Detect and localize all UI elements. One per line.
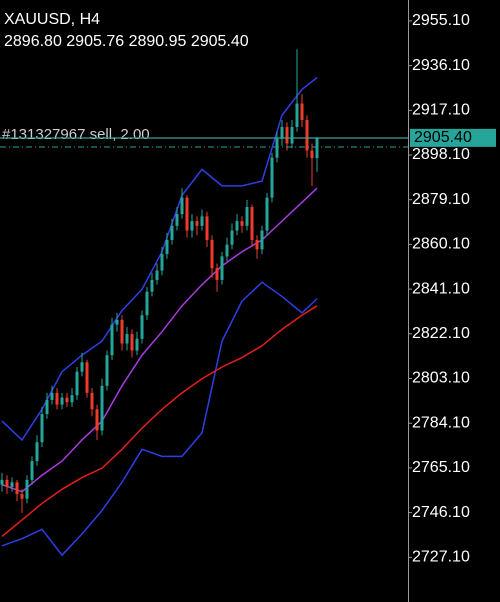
candle-body bbox=[225, 244, 229, 257]
candle-body bbox=[100, 385, 104, 431]
y-tick-label: 2917.10 bbox=[412, 102, 470, 119]
candle-body bbox=[240, 221, 244, 226]
candle-body bbox=[275, 138, 279, 158]
candle-body bbox=[180, 197, 184, 215]
y-tick-label: 2784.10 bbox=[412, 414, 470, 431]
candle-body bbox=[45, 399, 49, 415]
order-label: #131327967 sell, 2.00 bbox=[2, 126, 150, 143]
indicator-line bbox=[1, 187, 318, 493]
candle-body bbox=[300, 103, 304, 120]
indicator-line bbox=[1, 281, 318, 557]
candle-body bbox=[265, 197, 269, 231]
candle-body bbox=[230, 230, 234, 245]
candle-body bbox=[140, 315, 144, 339]
candle-body bbox=[280, 127, 284, 139]
candle-body bbox=[35, 442, 39, 462]
candle-body bbox=[30, 461, 34, 480]
candle-body bbox=[10, 482, 14, 487]
y-tick-label: 2898.10 bbox=[412, 146, 470, 163]
candle-body bbox=[185, 197, 189, 231]
candle-body bbox=[115, 319, 119, 325]
y-tick-label: 2822.10 bbox=[412, 325, 470, 342]
last-price-label: 2905.40 bbox=[414, 129, 472, 146]
candle-body bbox=[130, 334, 134, 351]
last-price-box bbox=[410, 128, 496, 147]
candle-body bbox=[250, 207, 254, 240]
candle-body bbox=[195, 221, 199, 226]
candle-body bbox=[295, 103, 299, 128]
symbol-title: XAUUSD, H4 bbox=[4, 11, 100, 28]
candle-body bbox=[170, 225, 174, 240]
candle-body bbox=[190, 221, 194, 231]
candle-body bbox=[20, 494, 24, 499]
candle-body bbox=[175, 214, 179, 226]
candle-body bbox=[270, 157, 274, 198]
candle-body bbox=[210, 239, 214, 269]
y-tick-label: 2765.10 bbox=[412, 459, 470, 476]
candle-body bbox=[60, 397, 64, 405]
ohlc-readout: 2896.80 2905.76 2890.95 2905.40 bbox=[4, 33, 249, 50]
candle-body bbox=[90, 392, 94, 410]
candle-body bbox=[25, 479, 29, 499]
candle-body bbox=[75, 371, 79, 396]
candle-body bbox=[50, 392, 54, 400]
candle-body bbox=[165, 239, 169, 255]
candle-body bbox=[220, 256, 224, 280]
candle-body bbox=[145, 291, 149, 316]
y-tick-label: 2746.10 bbox=[412, 504, 470, 521]
y-tick-label: 2936.10 bbox=[412, 57, 470, 74]
candle-body bbox=[290, 127, 294, 144]
candle-body bbox=[95, 409, 99, 431]
candle-body bbox=[70, 395, 74, 403]
y-tick-label: 2860.10 bbox=[412, 236, 470, 253]
candle-body bbox=[55, 392, 59, 405]
candle-body bbox=[310, 150, 314, 159]
candle-body bbox=[65, 397, 69, 403]
candle-body bbox=[110, 324, 114, 356]
y-tick-label: 2841.10 bbox=[412, 280, 470, 297]
candle-body bbox=[260, 230, 264, 250]
candle-body bbox=[155, 270, 159, 280]
candle-body bbox=[135, 338, 139, 351]
candle-body bbox=[150, 279, 154, 292]
candle-body bbox=[315, 137, 319, 159]
y-tick-label: 2803.10 bbox=[412, 370, 470, 387]
candle-body bbox=[235, 221, 239, 231]
candle-body bbox=[0, 479, 4, 485]
candle-body bbox=[120, 319, 124, 344]
candle-body bbox=[200, 216, 204, 226]
candle-body bbox=[15, 482, 19, 495]
candle-body bbox=[305, 119, 309, 151]
candle-body bbox=[125, 334, 129, 344]
candle-body bbox=[105, 355, 109, 386]
candle-body bbox=[5, 479, 9, 487]
candle-body bbox=[255, 239, 259, 250]
y-tick-label: 2879.10 bbox=[412, 191, 470, 208]
candle-body bbox=[245, 207, 249, 226]
candle-body bbox=[85, 362, 89, 393]
candle-body bbox=[285, 127, 289, 144]
candle-body bbox=[205, 216, 209, 240]
y-tick-label: 2955.10 bbox=[412, 12, 470, 29]
y-tick-label: 2727.10 bbox=[412, 549, 470, 566]
candle-body bbox=[80, 362, 84, 372]
candle-body bbox=[160, 254, 164, 271]
indicator-line bbox=[1, 305, 318, 537]
candle-body bbox=[40, 414, 44, 443]
candle-body bbox=[215, 268, 219, 280]
